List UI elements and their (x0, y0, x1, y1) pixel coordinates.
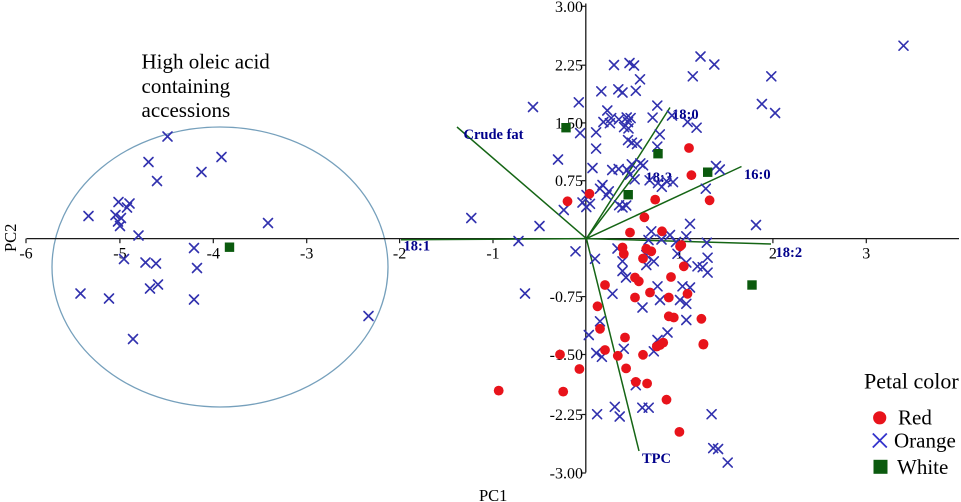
svg-text:PC2: PC2 (1, 224, 20, 252)
svg-text:PC1: PC1 (479, 486, 507, 502)
svg-text:Red: Red (898, 406, 932, 430)
svg-text:0.75: 0.75 (555, 173, 583, 190)
svg-text:Petal color: Petal color (864, 369, 959, 394)
svg-text:Crude fat: Crude fat (464, 127, 524, 143)
svg-text:3.00: 3.00 (555, 0, 583, 16)
svg-text:-2: -2 (393, 246, 406, 263)
svg-text:1: 1 (675, 246, 683, 263)
svg-text:3: 3 (862, 246, 870, 263)
svg-text:-0.75: -0.75 (550, 289, 583, 306)
svg-text:-3.00: -3.00 (550, 466, 583, 483)
svg-text:-6: -6 (19, 246, 32, 263)
svg-text:High oleic acid: High oleic acid (142, 50, 271, 74)
svg-text:18:2: 18:2 (776, 245, 803, 261)
svg-text:-2.25: -2.25 (550, 407, 583, 424)
svg-text:2: 2 (769, 246, 777, 263)
svg-text:Orange: Orange (894, 429, 956, 453)
svg-text:18:1: 18:1 (404, 239, 431, 255)
svg-text:White: White (897, 455, 948, 479)
svg-text:-4: -4 (207, 246, 220, 263)
svg-text:-1: -1 (486, 246, 499, 263)
svg-text:TPC: TPC (642, 451, 671, 467)
svg-text:18:0: 18:0 (672, 107, 699, 123)
svg-text:-1.50: -1.50 (550, 347, 583, 364)
svg-text:16:0: 16:0 (744, 167, 771, 183)
svg-text:-3: -3 (300, 246, 313, 263)
svg-text:2.25: 2.25 (555, 58, 583, 75)
svg-text:accessions: accessions (142, 98, 231, 122)
svg-text:containing: containing (142, 74, 231, 98)
